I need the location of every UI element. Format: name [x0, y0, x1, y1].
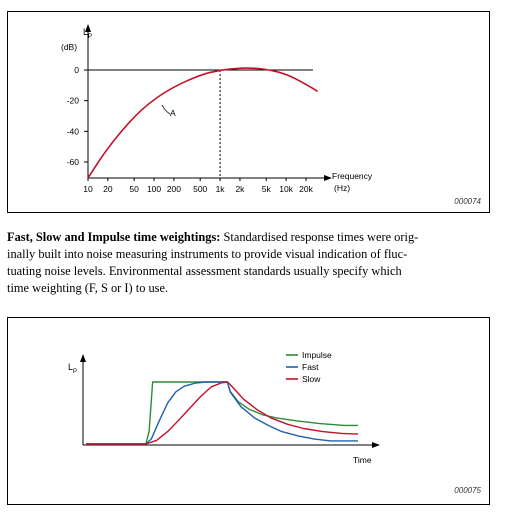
series-line-impulse — [86, 381, 358, 445]
x-tick-label: 500 — [193, 184, 207, 194]
body-paragraph: Fast, Slow and Impulse time weightings: … — [7, 229, 491, 297]
y-tick-label: -60 — [67, 157, 80, 167]
x-tick-label: 100 — [147, 184, 161, 194]
y-axis-label: LP — [83, 27, 92, 40]
series-line-slow — [86, 381, 359, 445]
x-tick-label: 5k — [262, 184, 272, 194]
paragraph-line-1-rest: Standardised response times were orig- — [220, 230, 419, 244]
x-axis-unit: (Hz) — [334, 183, 350, 193]
curve-label-leader — [161, 104, 171, 115]
y-tick-label: 0 — [74, 65, 79, 75]
x-axis-label: Frequency — [332, 171, 373, 181]
paragraph-line-4: time weighting (F, S or I) to use. — [7, 281, 169, 295]
time-weighting-figure: Impulse Fast Slow LP Time 000075 — [7, 317, 490, 505]
x-tick-label: 1k — [216, 184, 226, 194]
legend-label-fast: Fast — [302, 362, 319, 372]
y-axis-unit: (dB) — [61, 42, 77, 52]
x-tick-label: 200 — [167, 184, 181, 194]
a-weighting-figure: 0 -20 -40 -60 10 20 50 100 200 500 1k 2k 5k 10k 20k LP… — [7, 11, 490, 213]
y-axis-arrow — [85, 24, 91, 32]
x-tick-label: 10 — [83, 184, 93, 194]
x-tick-label: 20k — [299, 184, 313, 194]
paragraph-line-2: inally built into noise measuring instru… — [7, 247, 408, 261]
curve-label-a: A — [170, 108, 176, 118]
paragraph-lead: Fast, Slow and Impulse time weightings: — [7, 230, 221, 244]
figure-id: 000074 — [454, 197, 481, 206]
a-weighting-chart: 0 -20 -40 -60 10 20 50 100 200 500 1k 2k 5k 10k 20k LP… — [61, 24, 373, 194]
paragraph-line-3: tuating noise levels. Environmental asse… — [7, 264, 402, 278]
y-axis-label: LP — [68, 362, 77, 375]
series-line-fast — [86, 381, 358, 445]
y-axis-arrow — [80, 354, 86, 362]
legend-label-impulse: Impulse — [302, 350, 332, 360]
x-axis-label: Time — [353, 455, 372, 465]
x-tick-label: 2k — [235, 184, 245, 194]
x-axis-arrow — [324, 175, 332, 181]
figure-id: 000075 — [454, 486, 481, 495]
a-weighting-curve — [87, 67, 319, 179]
x-axis-arrow — [372, 442, 380, 448]
y-tick-label: -20 — [67, 96, 80, 106]
legend-label-slow: Slow — [302, 374, 321, 384]
x-tick-label: 50 — [129, 184, 139, 194]
time-weighting-chart: Impulse Fast Slow LP Time — [68, 350, 380, 465]
x-tick-label: 10k — [279, 184, 293, 194]
y-tick-label: -40 — [67, 126, 80, 136]
x-tick-label: 20 — [103, 184, 113, 194]
paragraph-line-1: Fast, Slow and Impulse time weightings: … — [7, 229, 491, 246]
